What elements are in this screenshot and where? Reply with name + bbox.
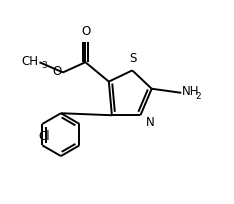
Text: 3: 3 [41,61,47,70]
Text: 2: 2 [195,92,201,101]
Text: O: O [82,25,91,38]
Text: O: O [52,65,61,78]
Text: Cl: Cl [39,130,50,143]
Text: N: N [146,116,154,129]
Text: S: S [130,52,137,65]
Text: CH: CH [22,55,38,68]
Text: NH: NH [182,85,200,98]
